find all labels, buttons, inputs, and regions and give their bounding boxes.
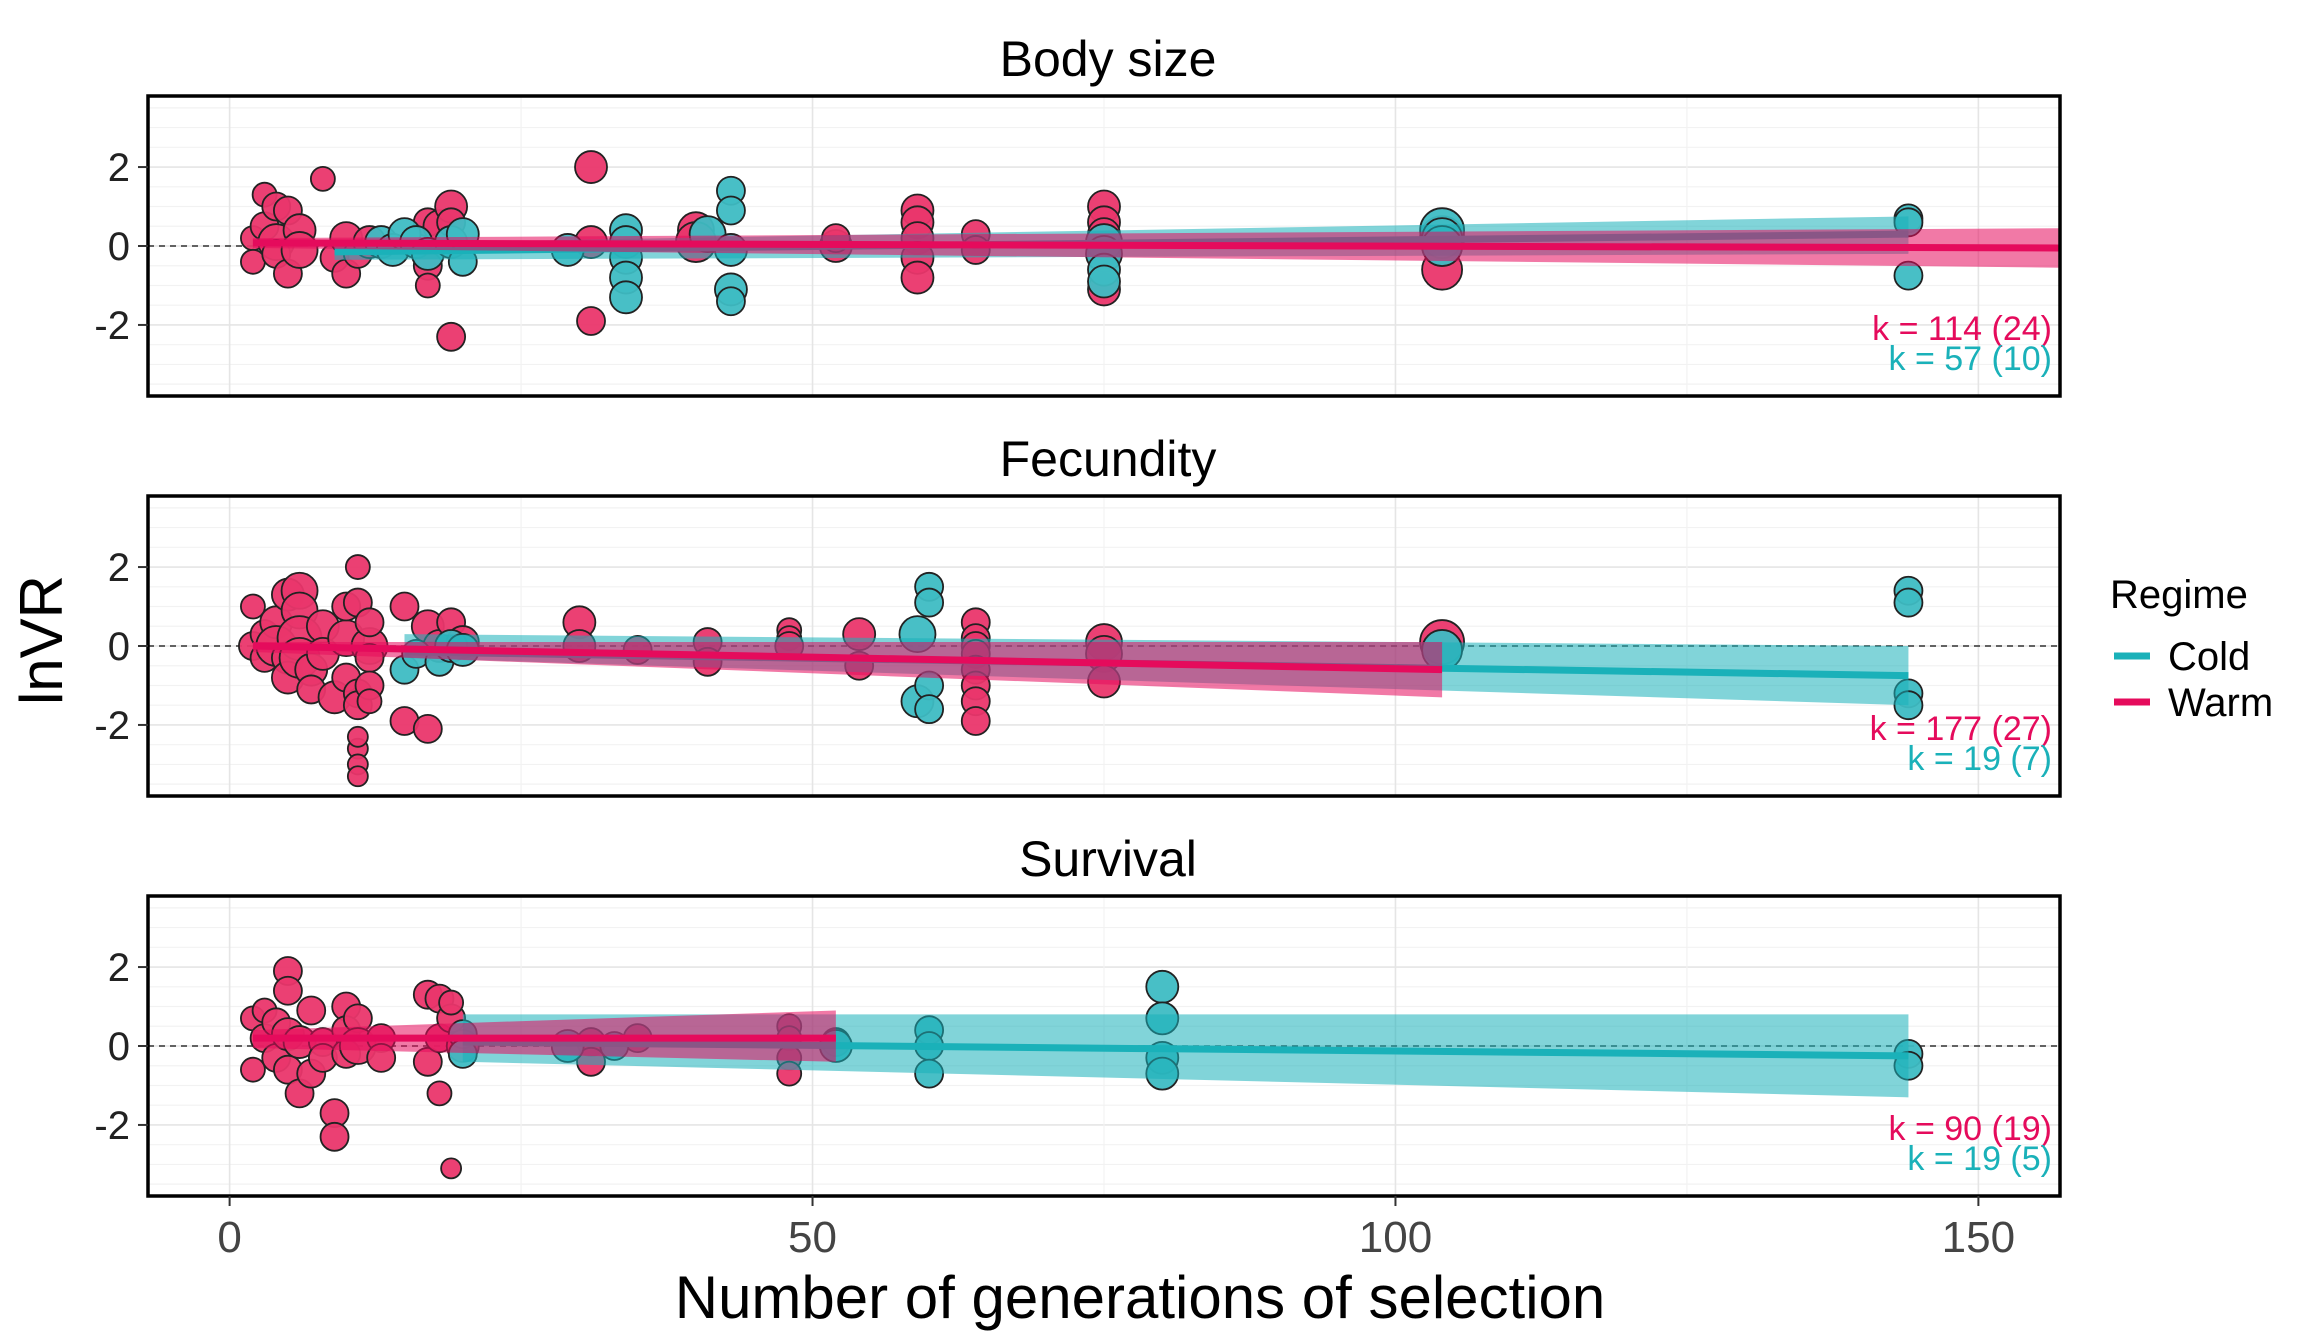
- legend-label-warm: Warm: [2168, 681, 2273, 725]
- data-point-warm: [296, 995, 327, 1026]
- panel-survival: Survival -2 0 2 k = 90 (19)k = 19 (5) 0 50 100 1…: [94, 831, 2062, 1262]
- sample-size-label-warm: k = 114 (24): [1872, 310, 2052, 348]
- x-tick-label: 100: [1359, 1213, 1432, 1262]
- data-point-warm: [344, 554, 371, 580]
- data-point-warm: [319, 1121, 350, 1152]
- x-tick-label: 50: [788, 1213, 837, 1262]
- data-point-warm: [273, 975, 303, 1006]
- y-tick-label: 2: [108, 146, 130, 190]
- y-tick-label: 0: [108, 1025, 130, 1069]
- panel-body-size: Body size -2 0 2 k = 114 (24)k = 57 (10): [94, 31, 2062, 398]
- data-point-warm: [354, 607, 385, 638]
- data-point-cold: [1087, 264, 1121, 299]
- data-point-warm: [426, 1080, 453, 1107]
- data-point-warm: [346, 725, 369, 748]
- y-tick-label: -2: [94, 704, 130, 748]
- data-point-warm: [576, 306, 606, 336]
- panel-title: Fecundity: [1000, 431, 1217, 487]
- data-point-warm: [574, 150, 608, 184]
- panel-fecundity: Fecundity -2 0 2 k = 177 (27)k = 19 (7): [94, 431, 2062, 798]
- y-tick-label: 0: [108, 625, 130, 669]
- x-tick-label: 150: [1942, 1213, 2015, 1262]
- sample-size-label-cold: k = 19 (7): [1907, 740, 2052, 778]
- panel-title: Body size: [1000, 31, 1217, 87]
- data-point-warm: [240, 593, 266, 620]
- sample-size-label-cold: k = 57 (10): [1889, 340, 2052, 378]
- y-tick-label: 2: [108, 546, 130, 590]
- x-tick-label: 0: [217, 1213, 241, 1262]
- data-point-cold: [1145, 969, 1180, 1004]
- y-tick-label: -2: [94, 1104, 130, 1148]
- data-point-cold: [609, 280, 643, 315]
- y-tick-label: -2: [94, 304, 130, 348]
- data-point-warm: [356, 688, 383, 715]
- sample-size-label-warm: k = 177 (27): [1870, 710, 2052, 748]
- data-point-warm: [389, 591, 420, 622]
- panel-title: Survival: [1019, 831, 1197, 887]
- data-point-cold: [914, 587, 945, 618]
- sample-size-label-cold: k = 19 (5): [1907, 1140, 2052, 1178]
- legend: Regime Cold Warm: [2110, 573, 2273, 725]
- data-point-warm: [280, 231, 319, 269]
- legend-title: Regime: [2110, 573, 2248, 617]
- data-point-warm: [900, 260, 935, 295]
- fit-line-warm: [252, 642, 1443, 674]
- data-point-warm: [309, 165, 336, 192]
- data-point-warm: [438, 989, 465, 1016]
- legend-label-cold: Cold: [2168, 635, 2250, 679]
- sample-size-label-warm: k = 90 (19): [1889, 1110, 2052, 1148]
- data-point-warm: [440, 1157, 463, 1180]
- confidence-band-warm: [252, 642, 1443, 698]
- y-axis-label: lnVR: [8, 575, 75, 705]
- data-point-cold: [716, 195, 746, 226]
- data-point-warm: [412, 713, 443, 744]
- data-point-warm: [436, 321, 467, 352]
- data-point-warm: [240, 1056, 266, 1083]
- y-tick-label: 0: [108, 225, 130, 269]
- data-point-cold: [1893, 587, 1924, 618]
- y-tick-label: 2: [108, 946, 130, 990]
- data-point-warm: [960, 706, 991, 736]
- fit-line-warm: [252, 239, 2060, 252]
- data-point-cold: [914, 694, 945, 725]
- data-point-warm: [346, 765, 369, 788]
- data-point-cold: [716, 286, 746, 317]
- data-point-warm: [414, 272, 441, 299]
- x-axis-label: Number of generations of selection: [675, 1264, 1606, 1331]
